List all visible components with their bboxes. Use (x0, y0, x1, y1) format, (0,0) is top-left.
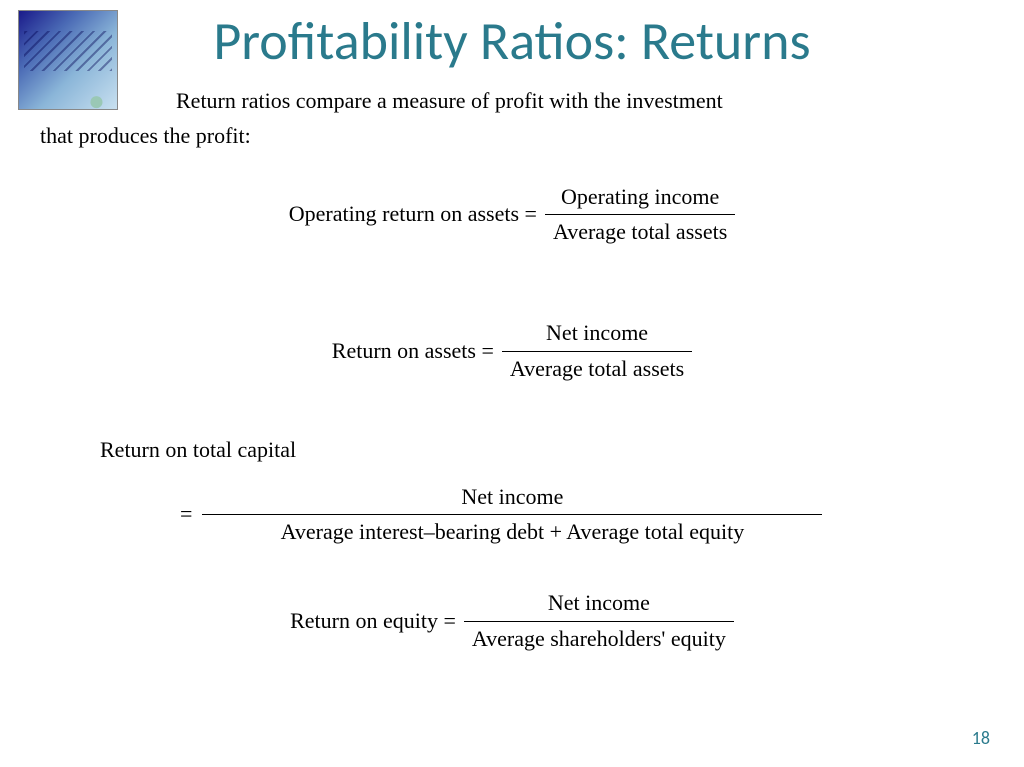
fraction-numerator: Net income (540, 586, 658, 621)
formula-operating-roa: Operating return on assets = Operating i… (40, 180, 984, 289)
formula-rotc: Return on total capital = Net income Ave… (100, 435, 984, 550)
formula-label: Return on assets = (332, 336, 494, 367)
fraction-denominator: Average total assets (502, 352, 692, 387)
equals-sign: = (180, 499, 192, 530)
fraction-denominator: Average shareholders' equity (464, 622, 734, 657)
formula-label: Operating return on assets = (289, 199, 537, 230)
bullet-icon: ● (88, 82, 105, 121)
formula-roa: Return on assets = Net income Average to… (40, 316, 984, 425)
slide-title: Profitability Ratios: Returns (0, 0, 1024, 74)
formula-roe: Return on equity = Net income Average sh… (40, 586, 984, 695)
formula-label: Return on equity = (290, 606, 456, 637)
fraction: Operating income Average total assets (545, 180, 735, 251)
intro-text-line2: that produces the profit: (40, 121, 984, 152)
fraction-numerator: Net income (538, 316, 656, 351)
page-number: 18 (972, 727, 990, 749)
fraction-numerator: Net income (453, 480, 571, 515)
intro-text-line1: Return ratios compare a measure of profi… (176, 86, 984, 117)
fraction: Net income Average total assets (502, 316, 692, 387)
fraction: Net income Average interest–bearing debt… (202, 480, 822, 551)
fraction: Net income Average shareholders' equity (464, 586, 734, 657)
fraction-numerator: Operating income (553, 180, 727, 215)
formula-label: Return on total capital (100, 435, 984, 466)
fraction-denominator: Average total assets (545, 215, 735, 250)
fraction-denominator: Average interest–bearing debt + Average … (273, 515, 753, 550)
slide-body: ● Return ratios compare a measure of pro… (40, 86, 984, 695)
